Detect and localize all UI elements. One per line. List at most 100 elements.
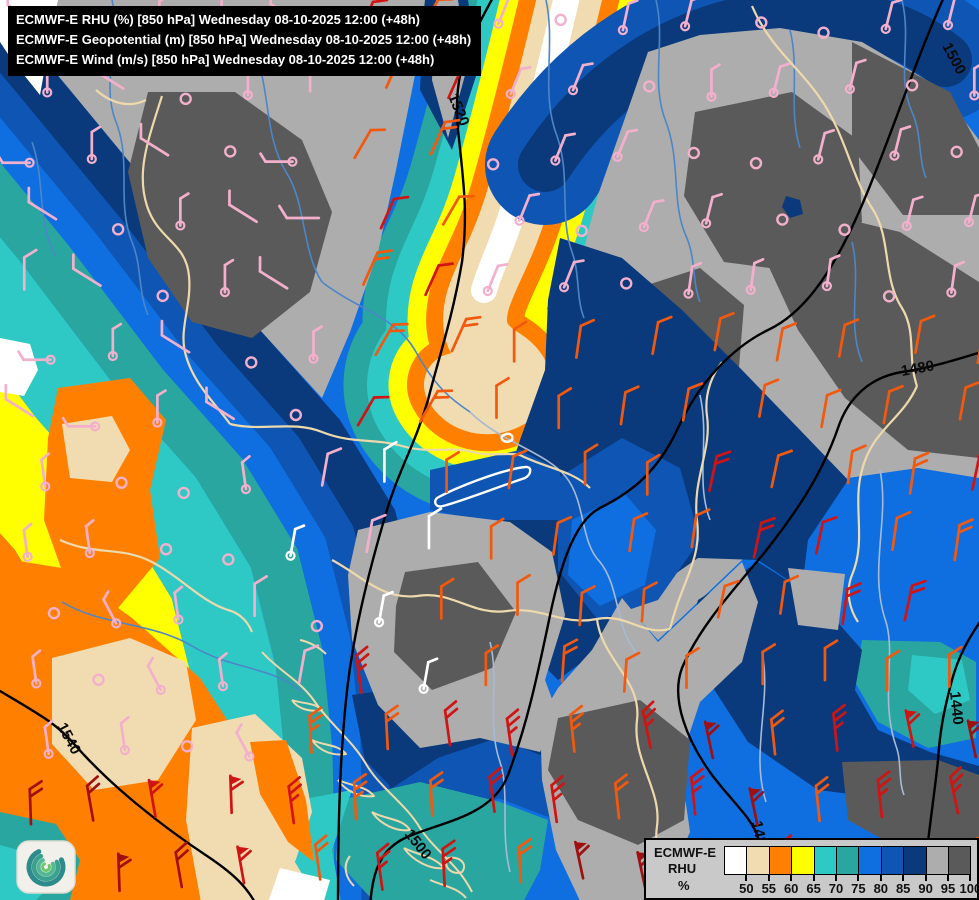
wind-barb-icon	[574, 840, 590, 880]
chart-title-block: ECMWF-E RHU (%) [850 hPa] Wednesday 08-1…	[8, 6, 482, 76]
wind-barb-icon	[71, 253, 102, 288]
wind-barb-icon	[689, 767, 705, 816]
wind-barb-icon	[40, 452, 51, 492]
calm-wind-icon	[177, 486, 190, 500]
wind-barb-icon	[354, 645, 370, 694]
calm-wind-icon	[643, 80, 656, 93]
wind-barb-icon	[175, 192, 190, 231]
wind-barb-icon	[418, 657, 439, 694]
wind-barb-icon	[285, 524, 306, 561]
wind-barb-icon	[575, 318, 596, 359]
wind-barb-icon	[28, 779, 44, 826]
wind-barb-icon	[578, 585, 596, 627]
wind-barb-icon	[482, 262, 509, 297]
wind-barb-icon	[22, 248, 38, 291]
legend-tick	[812, 875, 815, 881]
wind-barb-icon	[569, 704, 584, 753]
wind-barb-icon	[356, 395, 390, 427]
wind-barb-icon	[557, 387, 573, 430]
calm-wind-icon	[159, 543, 173, 556]
wind-barb-icon	[488, 766, 503, 814]
wind-barb-icon	[217, 652, 229, 692]
wind-barb-icon	[612, 128, 639, 162]
wind-barb-icon	[958, 381, 979, 421]
legend-tick	[902, 875, 905, 881]
wind-barb-icon	[813, 128, 836, 165]
legend-tick-label: 70	[828, 881, 844, 896]
calm-wind-icon	[180, 740, 194, 753]
wind-barb-icon	[139, 122, 170, 157]
wind-barb-icon	[903, 579, 927, 622]
wind-barb-icon	[889, 125, 912, 161]
calm-wind-icon	[222, 553, 235, 566]
wind-barb-icon	[374, 322, 409, 357]
wind-barb-icon	[901, 195, 924, 232]
wind-barb-icon	[308, 706, 323, 755]
calm-wind-icon	[156, 289, 169, 303]
wind-barb-icon	[22, 522, 33, 562]
wind-barb-icon	[550, 774, 565, 824]
wind-barb-icon	[439, 577, 455, 620]
legend-model-label: ECMWF-E	[654, 845, 717, 860]
wind-barb-icon	[441, 839, 457, 888]
wind-barb-icon	[914, 314, 936, 354]
contour-label: 1440	[946, 691, 966, 726]
legend-swatch	[836, 846, 860, 875]
calm-wind-icon	[310, 619, 324, 633]
wind-barb-icon	[708, 450, 732, 493]
wind-barb-icon	[443, 700, 459, 747]
lakes-layer	[434, 432, 532, 508]
wind-barb-icon	[701, 192, 723, 229]
wind-barb-icon	[820, 388, 842, 429]
legend-swatch	[813, 846, 837, 875]
wind-barb-icon	[429, 118, 461, 156]
wind-barb-icon	[313, 834, 329, 881]
legend-tick-label: 80	[873, 881, 889, 896]
site-logo	[16, 840, 78, 896]
wind-barb-icon	[837, 318, 860, 358]
wind-barb-icon	[640, 581, 659, 623]
wind-barb-icon	[876, 770, 892, 819]
wind-barb-icon	[681, 382, 704, 422]
wind-barb-icon	[619, 385, 640, 426]
wind-barb-icon	[320, 447, 343, 487]
wind-barb-icon	[240, 455, 252, 495]
wind-barb-icon	[748, 787, 765, 826]
title-line-geopotential: ECMWF-E Geopotential (m) [850 hPa] Wedne…	[16, 32, 472, 47]
title-line-wind: ECMWF-E Wind (m/s) [850 hPa] Wednesday 0…	[16, 52, 435, 67]
wind-barb-icon	[706, 63, 721, 102]
wind-barb-icon	[880, 0, 903, 35]
wind-barb-icon	[160, 319, 191, 354]
wind-barb-icon	[84, 518, 95, 559]
legend-unit-label: %	[678, 878, 690, 893]
legend-tick	[969, 875, 972, 881]
wind-barb-icon	[908, 451, 930, 495]
wind-barb-icon	[253, 575, 268, 618]
calm-wind-icon	[905, 79, 919, 92]
legend-tick-label: 50	[739, 881, 754, 896]
wind-barb-icon	[107, 322, 123, 362]
wind-barb-icon	[953, 518, 974, 562]
color-scale-legend: ECMWF-E RHU % 50 55 60 65 70 75 80 85 90 95 100	[644, 838, 979, 900]
legend-tick-label: 90	[918, 881, 933, 896]
wind-barb-icon	[844, 58, 867, 95]
wind-barb-icon	[31, 649, 42, 689]
wind-barb-icon	[622, 651, 641, 693]
wind-barb-icon	[365, 513, 387, 554]
wind-barb-icon	[775, 322, 798, 362]
wind-barb-icon	[441, 194, 475, 226]
wind-barb-icon	[946, 260, 966, 298]
calm-wind-icon	[92, 673, 105, 686]
wind-barb-icon	[891, 510, 912, 552]
wind-barb-icon	[205, 386, 235, 421]
legend-swatch	[724, 846, 748, 875]
wind-barb-icon	[683, 261, 703, 299]
wind-barb-icon	[552, 515, 573, 556]
legend-tick-label: 100	[959, 881, 979, 896]
wind-barb-icon	[821, 254, 841, 292]
calm-wind-icon	[486, 158, 500, 171]
wind-barb-icon	[424, 262, 454, 297]
wind-barb-icon	[228, 774, 244, 815]
wind-barb-icon	[948, 645, 963, 688]
wind-barb-icon	[429, 771, 444, 817]
